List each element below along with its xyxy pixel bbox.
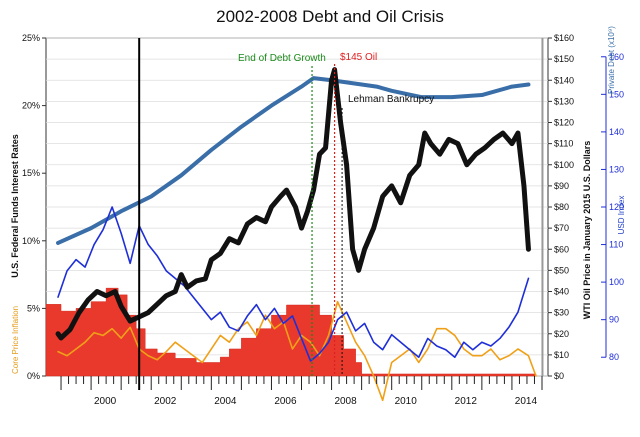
x-tick-label: 2002 bbox=[154, 396, 177, 407]
chart-title: 2002-2008 Debt and Oil Crisis bbox=[216, 7, 444, 26]
oil-tick-label: $80 bbox=[554, 202, 569, 212]
oil-tick-label: $20 bbox=[554, 329, 569, 339]
right-axis-usd-label: USD Index bbox=[617, 196, 626, 235]
usd-tick-label: 140 bbox=[609, 127, 624, 137]
oil-tick-label: $90 bbox=[554, 181, 569, 191]
annotation-debt-growth: End of Debt Growth bbox=[238, 53, 326, 64]
oil-tick-label: $30 bbox=[554, 308, 569, 318]
oil-tick-label: $140 bbox=[554, 75, 574, 85]
oil-tick-label: $150 bbox=[554, 54, 574, 64]
usd-tick-label: 120 bbox=[609, 202, 624, 212]
usd-tick-label: 160 bbox=[609, 52, 624, 62]
x-tick-label: 2004 bbox=[214, 396, 237, 407]
x-tick-label: 2014 bbox=[515, 396, 538, 407]
usd-tick-label: 130 bbox=[609, 164, 624, 174]
oil-tick-label: $110 bbox=[554, 139, 573, 149]
left-tick-label: 15% bbox=[22, 168, 40, 178]
left-axis-secondary-label: Core Price Inflation bbox=[11, 306, 20, 374]
usd-tick-label: 150 bbox=[609, 89, 624, 99]
usd-tick-label: 110 bbox=[609, 240, 623, 250]
usd-tick-label: 80 bbox=[609, 352, 619, 362]
annotation-oil-peak: $145 Oil bbox=[340, 52, 377, 63]
oil-tick-label: $120 bbox=[554, 118, 574, 128]
left-tick-label: 25% bbox=[22, 33, 40, 43]
usd-tick-label: 100 bbox=[609, 277, 624, 287]
private-debt-line bbox=[56, 76, 531, 245]
left-tick-label: 20% bbox=[22, 101, 40, 111]
right-axis-debt-label: Private Debt (x10⁹) bbox=[607, 26, 616, 94]
oil-tick-label: $70 bbox=[554, 223, 569, 233]
left-tick-label: 5% bbox=[27, 303, 40, 313]
left-axis-label: U.S. Federal Funds Interest Rates bbox=[10, 134, 20, 278]
oil-tick-label: $100 bbox=[554, 160, 574, 170]
x-tick-label: 2000 bbox=[94, 396, 117, 407]
x-tick-label: 2008 bbox=[334, 396, 357, 407]
series-lines bbox=[55, 67, 537, 402]
right-axis-oil-label: WTI Oil Price in January 2015 U.S. Dolla… bbox=[582, 141, 592, 320]
left-tick-label: 10% bbox=[22, 236, 40, 246]
oil-tick-label: $130 bbox=[554, 96, 574, 106]
axes: 0% 5% 10% 15% 20% 25% $0 $10 $20 $30 $40 $50 $60 $70 $… bbox=[22, 33, 624, 407]
oil-tick-label: $0 bbox=[554, 371, 564, 381]
usd-tick-label: 90 bbox=[609, 315, 619, 325]
left-tick-label: 0% bbox=[27, 371, 40, 381]
oil-tick-label: $50 bbox=[554, 265, 569, 275]
marker-lines bbox=[138, 38, 544, 390]
oil-tick-label: $10 bbox=[554, 350, 569, 360]
oil-tick-label: $60 bbox=[554, 244, 569, 254]
oil-price-line bbox=[55, 67, 531, 341]
x-tick-label: 2010 bbox=[395, 396, 418, 407]
core-inflation-line bbox=[57, 300, 537, 402]
oil-tick-label: $40 bbox=[554, 287, 569, 297]
usd-index-line bbox=[57, 206, 530, 362]
x-tick-label: 2012 bbox=[455, 396, 478, 407]
x-tick-label: 2006 bbox=[274, 396, 297, 407]
oil-tick-label: $160 bbox=[554, 33, 574, 43]
annotation-lehman: Lehman Bankrupcy bbox=[348, 94, 434, 105]
